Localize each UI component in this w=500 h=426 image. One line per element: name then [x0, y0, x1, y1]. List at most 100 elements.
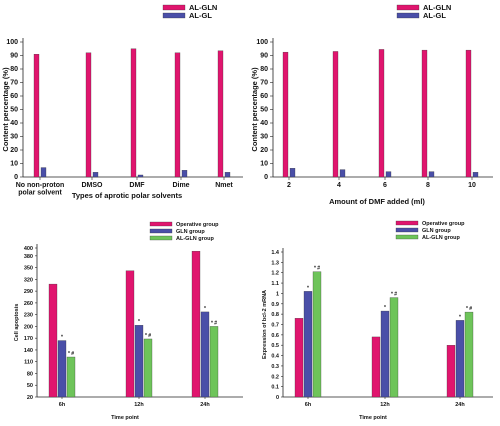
- significance-marker: * #: [68, 351, 74, 357]
- bar: [380, 310, 390, 398]
- legend-swatch: [396, 4, 420, 11]
- bar: [200, 311, 210, 398]
- significance-marker: * #: [145, 333, 151, 339]
- y-tick-label: 10: [260, 161, 268, 168]
- bar: [137, 174, 144, 178]
- y-tick-label: 260: [24, 301, 33, 307]
- y-tick-label: 320: [24, 277, 33, 283]
- bar: [66, 356, 76, 398]
- legend-label: GLN group: [422, 228, 451, 234]
- bar: [339, 169, 346, 178]
- x-tick-label: Dime: [172, 182, 189, 189]
- y-axis-title: Content percentage (%): [1, 67, 10, 152]
- legend-swatch: [149, 235, 173, 241]
- chart-3: 20 50 80 110 140 170 200 230 260 290 320 350 380 400 6…: [14, 221, 243, 421]
- chart-2: 0 10 20 30 40 50 60 70 80 90 100 2 4 6 8 10 Amount of DM…: [250, 3, 493, 206]
- y-tick-label: 1.2: [271, 271, 279, 277]
- y-tick-label: 40: [10, 120, 18, 127]
- y-axis-title: Content percentage (%): [250, 67, 259, 152]
- y-tick-label: 1.1: [271, 281, 279, 287]
- bar: [421, 49, 428, 178]
- bar: [385, 171, 392, 178]
- y-tick-label: 110: [24, 360, 33, 366]
- y-tick-label: 60: [10, 93, 18, 100]
- y-tick-label: 90: [10, 53, 18, 60]
- x-tick-label: 24h: [200, 402, 210, 408]
- significance-marker: * #: [314, 266, 320, 272]
- y-tick-label: 230: [24, 313, 33, 319]
- y-tick-label: 40: [260, 120, 268, 127]
- bar: [446, 345, 456, 398]
- x-tick-label: No non-proton: [16, 182, 65, 189]
- chart-4: 0 0.1 0.2 0.3 0.4 0.5 0.6 0.7 0.8 0.9 1 1.1 1.2 1.3 1.…: [262, 220, 493, 421]
- legend-swatch: [162, 12, 186, 19]
- bar: [312, 271, 322, 398]
- bar: [464, 311, 474, 398]
- y-tick-label: 100: [256, 39, 268, 46]
- x-tick-label: 8: [426, 182, 430, 189]
- bar: [428, 171, 435, 178]
- legend-swatch: [162, 4, 186, 11]
- x-tick-label: polar solvent: [18, 190, 62, 197]
- bar: [378, 49, 385, 178]
- bar: [282, 51, 289, 178]
- significance-marker: *: [138, 319, 140, 325]
- bar: [181, 170, 188, 178]
- y-tick-label: 400: [24, 246, 33, 252]
- y-tick-label: 100: [6, 39, 18, 46]
- bar: [174, 52, 181, 178]
- legend-label: AL-GLN: [423, 3, 451, 12]
- x-tick-label: 10: [468, 182, 476, 189]
- y-tick-label: 380: [24, 254, 33, 260]
- y-tick-label: 0.7: [271, 323, 279, 329]
- y-tick-label: 200: [24, 324, 33, 330]
- y-tick-label: 20: [260, 147, 268, 154]
- y-tick-label: 0.9: [271, 302, 279, 308]
- legend-swatch: [149, 228, 173, 234]
- y-tick-label: 80: [10, 66, 18, 73]
- y-tick-label: 50: [260, 107, 268, 114]
- y-tick-label: 80: [27, 371, 33, 377]
- legend-swatch: [149, 221, 173, 227]
- y-tick-label: 0.1: [271, 385, 279, 391]
- bar: [33, 54, 40, 178]
- significance-marker: *: [384, 305, 386, 311]
- y-tick-label: 0: [14, 174, 18, 181]
- bar: [289, 168, 296, 178]
- chart-1: 0 10 20 30 40 50 60 70 80 90 100 No non-protonpolar…: [1, 3, 243, 200]
- y-tick-label: 0.5: [271, 343, 279, 349]
- significance-marker: *: [204, 306, 206, 312]
- legend-label: AL-GLN: [189, 3, 217, 12]
- bar: [85, 52, 92, 178]
- bar: [303, 291, 313, 398]
- y-tick-label: 1: [276, 291, 279, 297]
- x-tick-label: 12h: [134, 402, 144, 408]
- y-tick-label: 50: [10, 107, 18, 114]
- y-axis-title: Expression of bcl-2 mRNA: [262, 290, 268, 359]
- y-tick-label: 30: [10, 134, 18, 141]
- legend-label: Operative group: [422, 221, 465, 227]
- y-tick-label: 0.6: [271, 333, 279, 339]
- bar: [48, 283, 58, 398]
- significance-marker: * #: [391, 292, 397, 298]
- bar: [92, 172, 99, 178]
- bar: [217, 50, 224, 178]
- y-tick-label: 60: [260, 93, 268, 100]
- bar: [209, 326, 219, 398]
- x-axis-title: Time point: [359, 415, 387, 421]
- legend-label: AL-GL: [423, 11, 446, 20]
- x-tick-label: 6h: [59, 402, 66, 408]
- y-tick-label: 20: [27, 395, 33, 401]
- significance-marker: * #: [211, 320, 217, 326]
- legend-swatch: [395, 227, 419, 233]
- significance-marker: * #: [466, 306, 472, 312]
- legend-label: GLN group: [176, 229, 205, 235]
- legend-swatch: [395, 234, 419, 240]
- x-tick-label: 24h: [455, 402, 465, 408]
- bar: [191, 250, 201, 398]
- x-tick-label: 12h: [380, 402, 390, 408]
- y-tick-label: 170: [24, 336, 33, 342]
- y-tick-label: 1.3: [271, 260, 279, 266]
- y-tick-label: 10: [10, 161, 18, 168]
